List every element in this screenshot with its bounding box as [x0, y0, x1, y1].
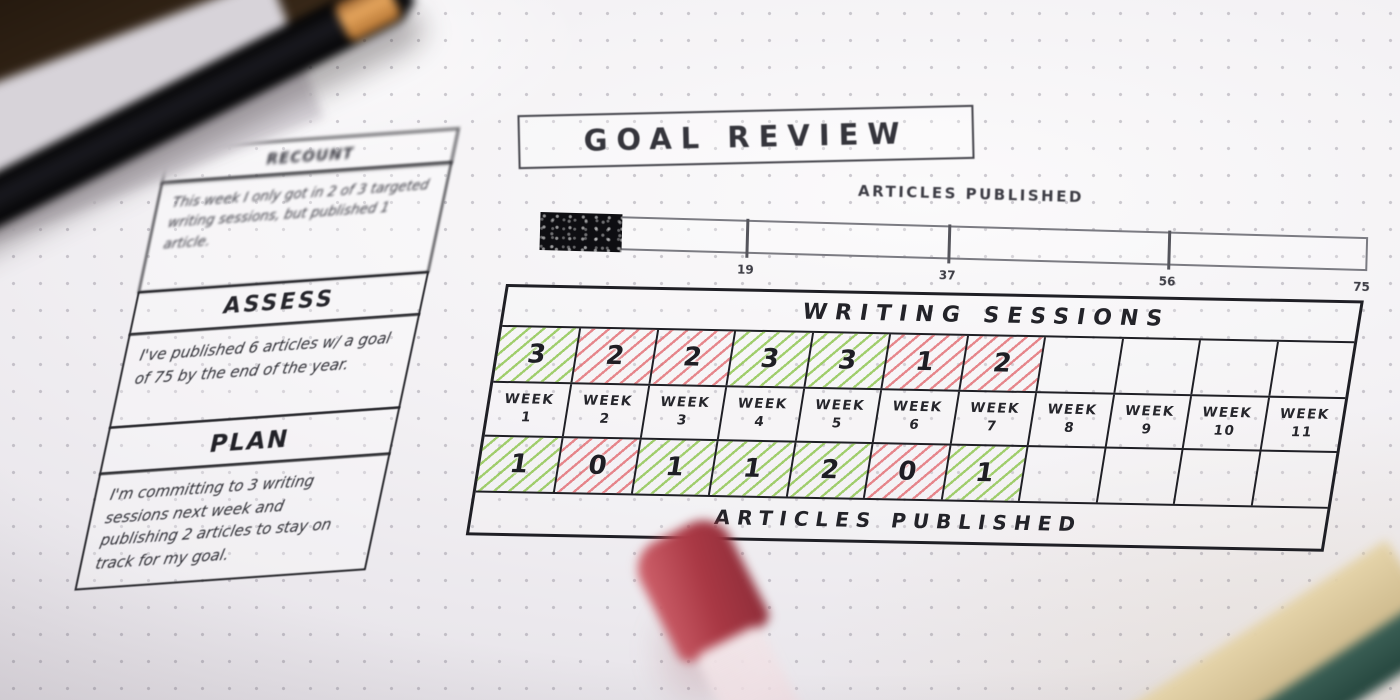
- week-number: 3: [675, 412, 690, 429]
- plan-note: I'm committing to 3 writing sessions nex…: [74, 452, 391, 591]
- week-word: WEEK: [1123, 403, 1176, 421]
- week-word: WEEK: [1278, 406, 1331, 424]
- week-cell: WEEK 6: [872, 390, 958, 444]
- progress-fill: [539, 212, 623, 253]
- session-value: 3: [835, 345, 859, 376]
- article-cell: [1172, 449, 1259, 506]
- week-number: 8: [1062, 419, 1077, 436]
- week-number: 10: [1212, 422, 1237, 440]
- article-cell: 1: [708, 441, 795, 497]
- progress-tick-label: 19: [736, 262, 754, 277]
- article-cell: 1: [630, 439, 717, 495]
- week-word: WEEK: [813, 397, 867, 415]
- week-cell: WEEK 4: [717, 387, 803, 441]
- article-cell: 2: [785, 442, 872, 498]
- session-value: 2: [990, 348, 1014, 379]
- session-value: 2: [603, 340, 627, 372]
- progress-tick-label: 56: [1158, 274, 1176, 289]
- article-cell: [1018, 447, 1105, 503]
- week-word: WEEK: [581, 392, 634, 410]
- week-cell: WEEK 10: [1181, 396, 1268, 450]
- week-cell: WEEK 3: [639, 385, 726, 440]
- week-cell: WEEK 2: [562, 384, 649, 438]
- article-value: 0: [895, 456, 919, 487]
- week-number: 2: [598, 410, 612, 428]
- week-word: WEEK: [1201, 404, 1254, 422]
- week-number: 5: [830, 415, 844, 432]
- week-word: WEEK: [968, 400, 1022, 418]
- progress-tick: [947, 224, 952, 264]
- session-cell: 2: [570, 328, 658, 384]
- session-value: 1: [913, 346, 937, 378]
- article-value: 0: [585, 450, 609, 481]
- article-cell: 0: [553, 438, 640, 494]
- session-cell: [1267, 341, 1354, 398]
- article-cell: 0: [863, 444, 950, 500]
- session-cell: 3: [725, 331, 812, 387]
- week-cell: WEEK 7: [949, 391, 1036, 446]
- session-cell: [1035, 337, 1122, 393]
- week-number: 9: [1140, 421, 1154, 438]
- session-cell: 2: [958, 335, 1045, 392]
- article-value: 2: [818, 455, 842, 486]
- session-cell: 1: [880, 334, 967, 390]
- week-word: WEEK: [503, 391, 556, 409]
- week-number: 1: [519, 409, 534, 426]
- article-cell: 1: [940, 445, 1027, 501]
- week-word: WEEK: [1046, 401, 1099, 419]
- week-number: 4: [753, 413, 767, 430]
- week-cell: WEEK 9: [1104, 394, 1191, 449]
- article-value: 1: [663, 452, 687, 483]
- session-cell: 2: [648, 329, 735, 386]
- week-cell: WEEK 11: [1259, 397, 1346, 451]
- week-word: WEEK: [736, 395, 789, 413]
- session-cell: 3: [803, 332, 890, 389]
- page-title: GOAL REVIEW: [583, 116, 909, 158]
- article-cell: [1250, 451, 1337, 507]
- progress-tick-label: 37: [938, 268, 956, 283]
- week-cell: WEEK 5: [794, 388, 881, 443]
- article-cell: 1: [475, 436, 563, 492]
- week-number: 7: [985, 418, 999, 435]
- session-cell: [1190, 340, 1277, 396]
- session-value: 3: [525, 339, 548, 370]
- week-number: 11: [1289, 424, 1315, 441]
- progress-tick-label: 75: [1352, 279, 1371, 295]
- progress-tick: [1167, 230, 1171, 270]
- session-cell: [1113, 338, 1200, 395]
- progress-tick: [745, 218, 750, 258]
- weekly-tracker-table: WRITING SESSIONS 3 2 2 3 3 1 2 WEEK 1 WEE…: [465, 284, 1364, 552]
- session-cell: 3: [493, 326, 580, 383]
- article-cell: [1095, 448, 1182, 504]
- article-value: 1: [507, 449, 531, 480]
- week-number: 6: [907, 416, 922, 433]
- session-value: 2: [680, 342, 704, 373]
- week-word: WEEK: [891, 398, 944, 416]
- article-value: 1: [973, 458, 997, 489]
- goal-review-title-box: GOAL REVIEW: [517, 104, 975, 170]
- week-cell: WEEK 1: [485, 383, 571, 436]
- session-value: 3: [758, 343, 782, 375]
- week-word: WEEK: [658, 394, 712, 412]
- week-cell: WEEK 8: [1026, 393, 1113, 447]
- article-value: 1: [740, 453, 764, 484]
